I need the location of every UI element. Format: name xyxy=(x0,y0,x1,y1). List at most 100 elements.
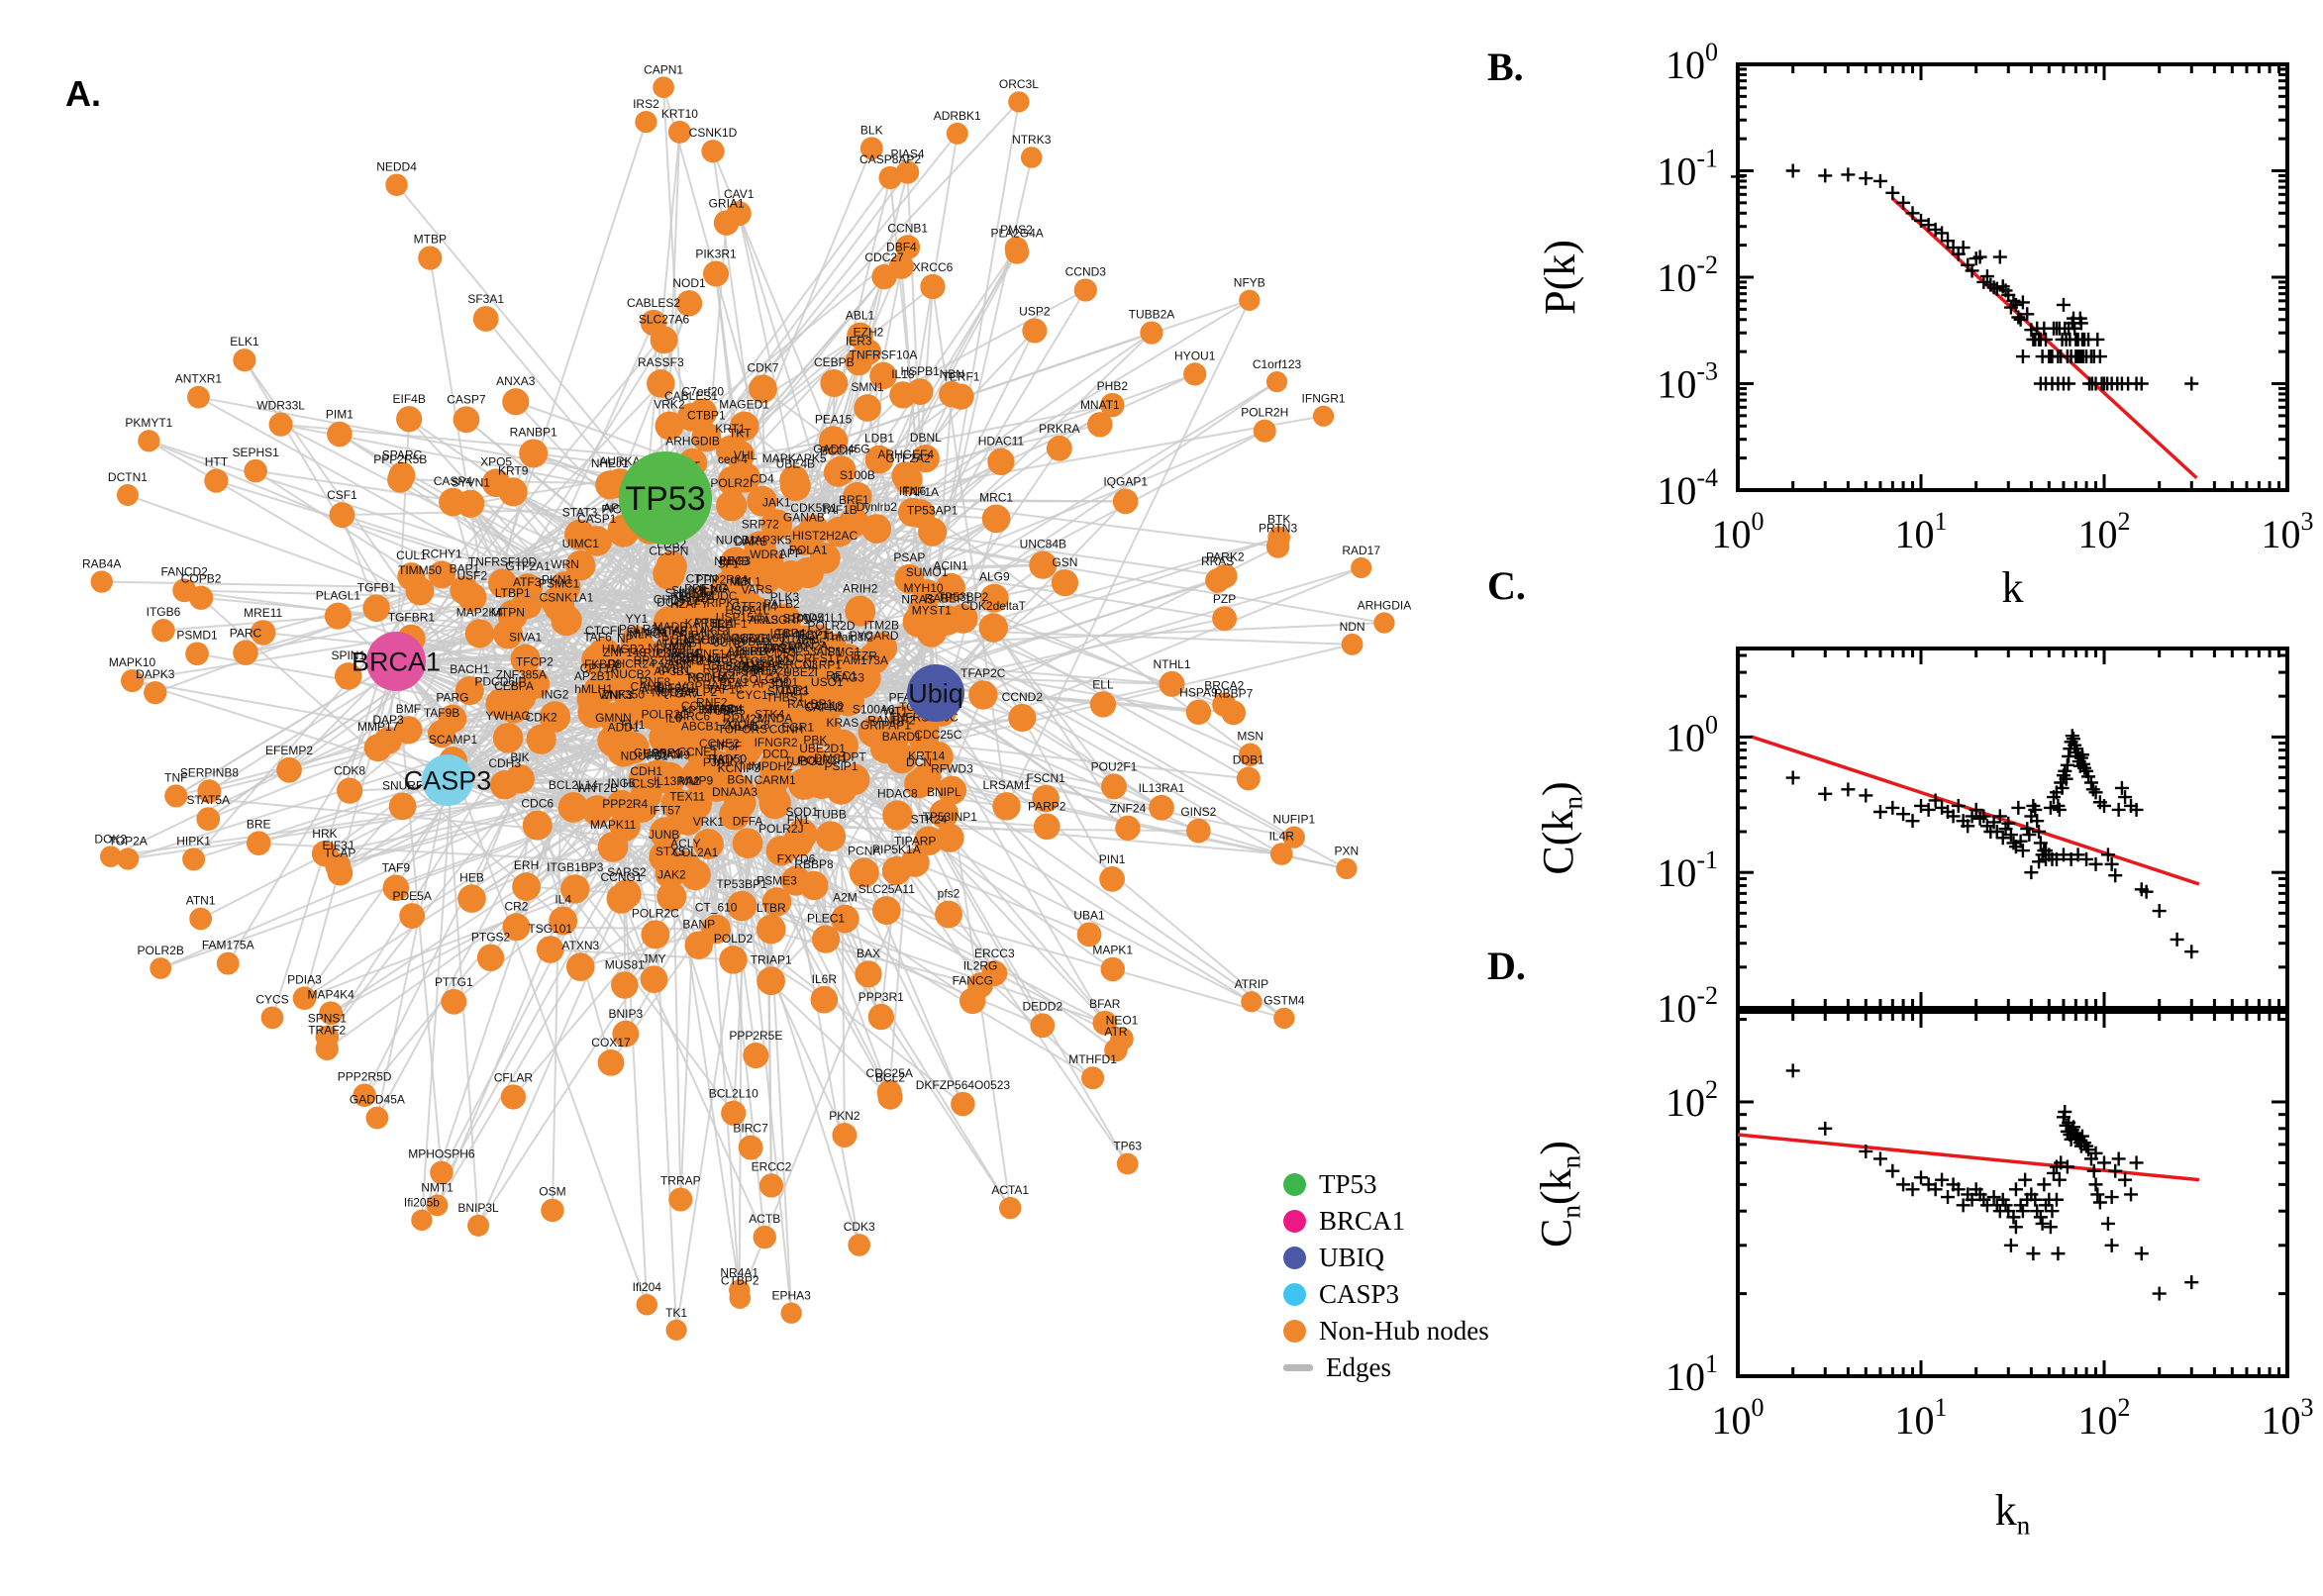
network-node xyxy=(336,777,363,804)
network-node-label: BCL2L14 xyxy=(549,778,598,792)
network-node-label: PARK2 xyxy=(1206,550,1245,564)
network-node xyxy=(90,570,113,593)
network-node xyxy=(498,477,528,507)
network-node-label: Dynlrb2 xyxy=(857,500,898,514)
network-node xyxy=(1239,289,1261,311)
network-node-label: ERCC3 xyxy=(974,947,1015,960)
network-node-label: EPHA3 xyxy=(771,1289,811,1303)
network-node xyxy=(1336,857,1358,880)
network-node xyxy=(878,165,902,190)
network-node-label: ITGB6 xyxy=(147,605,181,619)
network-node xyxy=(512,872,542,901)
network-node-label: FLI1 xyxy=(621,718,645,732)
network-edge xyxy=(375,779,449,1119)
network-node-label: ATXN3 xyxy=(561,939,599,952)
network-node xyxy=(99,846,122,867)
network-node-label: C7orf20 xyxy=(681,384,724,398)
network-node-label: NFYB xyxy=(1234,276,1265,290)
network-node-label: RAB4A xyxy=(82,556,121,570)
network-node-label: RPS29 xyxy=(634,653,671,667)
network-node xyxy=(536,936,564,963)
network-node xyxy=(876,1079,902,1105)
network-node-label: DCC xyxy=(656,596,682,610)
network-node xyxy=(315,1037,339,1060)
network-node xyxy=(116,483,139,506)
network-node-label: CCND2 xyxy=(1002,690,1044,704)
network-node-label: UIMC1 xyxy=(562,537,600,550)
fit-line xyxy=(1737,1133,2200,1182)
network-node-label: PPP2R2A xyxy=(695,572,749,586)
network-edge xyxy=(935,692,1129,830)
network-node xyxy=(1100,392,1125,418)
network-node xyxy=(1341,633,1364,655)
data-point xyxy=(2060,1159,2074,1174)
network-node xyxy=(138,430,160,452)
network-node-label: EIF2S1 xyxy=(656,681,696,695)
network-node xyxy=(1183,362,1207,386)
network-node-label: PJA1 xyxy=(703,755,732,769)
plot-frame xyxy=(1736,647,2289,1010)
network-node xyxy=(630,777,662,810)
network-node-label: TSG101 xyxy=(528,922,572,936)
network-node xyxy=(611,971,639,999)
scatter-points xyxy=(1785,1063,2199,1301)
network-node-label: MRC1 xyxy=(979,491,1013,505)
network-edge xyxy=(526,750,787,888)
network-node-label: JAK1 xyxy=(762,495,791,509)
network-node xyxy=(292,986,317,1011)
network-node xyxy=(1115,815,1141,842)
data-point xyxy=(2015,295,2030,310)
network-node-label: RBBP8 xyxy=(794,857,834,871)
network-node-label: DAPK3 xyxy=(136,667,175,681)
network-node xyxy=(981,504,1011,534)
data-point xyxy=(1921,802,1936,817)
data-point xyxy=(2043,1220,2058,1235)
network-node xyxy=(721,1100,747,1126)
data-point xyxy=(1896,195,1911,210)
network-node-label: CD4 xyxy=(751,472,774,486)
data-point xyxy=(2152,1286,2167,1301)
network-node-label: PYCARD xyxy=(850,629,899,643)
network-node-label: UBA1 xyxy=(1073,908,1105,922)
data-point xyxy=(2170,932,2184,947)
network-node-label: NCK1 xyxy=(713,753,745,767)
hub-label-casp3: CASP3 xyxy=(404,765,492,795)
network-node-label: MUS81 xyxy=(605,957,645,971)
legend-color-dot xyxy=(1283,1320,1306,1343)
network-node-label: GRIA1 xyxy=(709,196,745,210)
network-node xyxy=(450,575,479,605)
network-node xyxy=(635,110,657,134)
network-hubs: TP53 BRCA1 Ubiq CASP3 xyxy=(352,451,964,806)
network-node-label: IFNGR2 xyxy=(755,736,798,749)
data-point xyxy=(1731,169,1745,184)
network-node-label: LRSAM1 xyxy=(983,778,1031,792)
network-node-label: S100A4 xyxy=(782,612,825,626)
legend-color-dot xyxy=(1283,1283,1306,1306)
network-node xyxy=(187,385,210,409)
legend-color-dot xyxy=(1283,1173,1306,1196)
network-edge xyxy=(395,612,695,662)
legend-item-ubiq: UBIQ xyxy=(1283,1240,1489,1276)
network-node-label: TKT xyxy=(729,427,752,441)
network-node xyxy=(859,137,883,160)
data-point xyxy=(2124,1187,2139,1202)
network-node xyxy=(696,638,731,672)
network-node xyxy=(818,426,849,455)
network-edge xyxy=(854,778,945,815)
network-node-label: NDUFS1 xyxy=(621,749,668,763)
network-nodes xyxy=(90,76,1395,1341)
network-node-label: DOK2 xyxy=(94,832,127,846)
network-node-label: NUMB xyxy=(714,554,749,568)
network-node xyxy=(1073,278,1097,302)
network-node xyxy=(849,857,879,888)
data-point xyxy=(2108,1163,2123,1178)
network-node-label: HIPK1 xyxy=(176,834,211,848)
network-node xyxy=(810,985,839,1014)
network-node xyxy=(121,669,145,693)
hub-node-tp53 xyxy=(619,451,712,545)
network-node xyxy=(668,1187,693,1212)
tick-label-10e0: 100 xyxy=(1666,710,1718,759)
network-node xyxy=(1267,526,1291,549)
network-node xyxy=(1236,766,1261,791)
network-node-label: CHEK2 xyxy=(708,659,748,673)
